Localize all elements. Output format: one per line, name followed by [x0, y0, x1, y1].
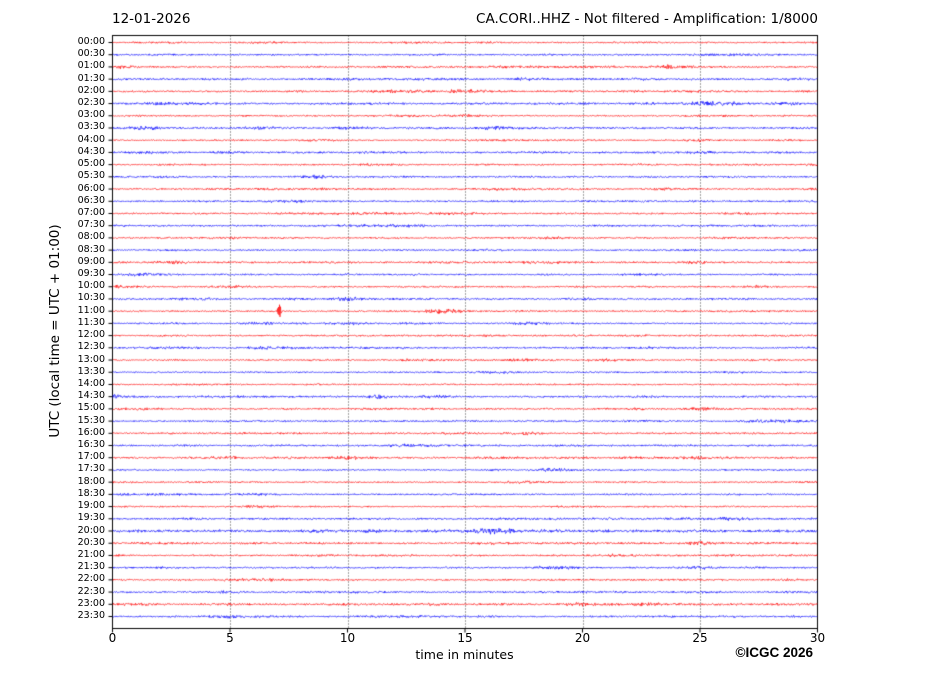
y-tick-label: 17:30	[77, 463, 105, 475]
y-tick-label: 10:00	[77, 280, 105, 292]
x-tick-label: 5	[226, 631, 234, 645]
y-tick-label: 15:30	[77, 414, 105, 426]
x-tick-label: 20	[574, 631, 591, 645]
y-tick-label: 06:30	[77, 194, 105, 206]
y-tick-label: 01:30	[77, 72, 105, 84]
copyright-label: ©ICGC 2026	[735, 645, 813, 660]
y-tick-label: 08:00	[77, 231, 105, 243]
x-tick-label: 10	[339, 631, 356, 645]
y-tick-label: 03:00	[77, 109, 105, 121]
y-tick-label: 05:00	[77, 158, 105, 170]
y-tick-label: 18:00	[77, 475, 105, 487]
y-tick-label: 02:00	[77, 84, 105, 96]
y-tick-label: 19:30	[77, 512, 105, 524]
y-tick-label: 00:30	[77, 48, 105, 60]
x-tick-label: 25	[692, 631, 708, 645]
y-tick-label: 07:00	[77, 206, 105, 218]
x-axis-label: time in minutes	[415, 647, 514, 662]
y-tick-label: 20:00	[77, 524, 105, 536]
y-tick-label: 15:00	[77, 402, 105, 414]
y-tick-label: 20:30	[77, 536, 105, 548]
y-tick-label: 18:30	[77, 487, 105, 499]
y-tick-label: 01:00	[77, 60, 105, 72]
y-tick-label: 08:30	[77, 243, 105, 255]
y-tick-label: 06:00	[77, 182, 105, 194]
y-tick-label: 13:30	[77, 365, 105, 377]
x-tick-label: 30	[809, 631, 826, 645]
y-tick-label: 13:00	[77, 353, 105, 365]
y-tick-label: 16:30	[77, 439, 105, 451]
y-axis-label-text: UTC (local time = UTC + 01:00)	[47, 224, 63, 438]
x-tick-label: 15	[457, 631, 473, 645]
y-tick-label: 14:00	[77, 377, 105, 389]
y-tick-label: 04:00	[77, 133, 105, 145]
y-tick-label: 21:00	[77, 548, 105, 560]
y-tick-label: 07:30	[77, 219, 105, 231]
y-tick-label: 21:30	[77, 561, 105, 573]
y-tick-label: 04:30	[77, 145, 105, 157]
y-tick-label: 23:00	[77, 597, 105, 609]
y-tick-label: 09:00	[77, 255, 105, 267]
y-tick-label: 11:30	[77, 316, 105, 328]
x-tick-label: 0	[108, 631, 117, 645]
y-tick-label: 02:30	[77, 97, 105, 109]
y-tick-label: 14:30	[77, 390, 105, 402]
y-tick-label: 11:00	[77, 304, 105, 316]
y-tick-label: 09:30	[77, 268, 105, 280]
y-tick-label: 22:00	[77, 573, 105, 585]
y-tick-label: 16:00	[77, 426, 105, 438]
y-tick-label: 00:00	[77, 36, 105, 47]
y-tick-label: 12:30	[77, 341, 105, 353]
plot-title: CA.CORI..HHZ - Not filtered - Amplificat…	[476, 11, 818, 27]
y-tick-label: 22:30	[77, 585, 105, 597]
y-tick-label: 05:30	[77, 170, 105, 182]
y-tick-label: 03:30	[77, 121, 105, 133]
y-tick-label: 17:00	[77, 451, 105, 463]
y-tick-label: 12:00	[77, 329, 105, 341]
y-tick-label: 10:30	[77, 292, 105, 304]
y-tick-label: 19:00	[77, 500, 105, 512]
y-tick-label: 23:30	[77, 610, 105, 621]
date-label: 12-01-2026	[112, 11, 191, 27]
